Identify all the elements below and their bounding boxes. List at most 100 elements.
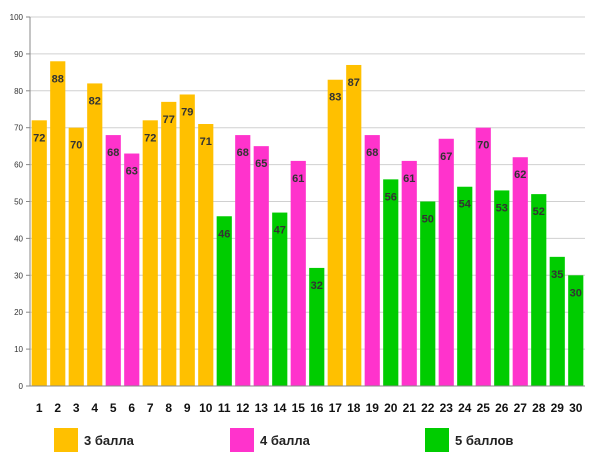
- data-label: 83: [329, 92, 341, 104]
- bar: [475, 127, 491, 386]
- x-tick-label: 15: [292, 401, 306, 415]
- bar: [327, 79, 343, 386]
- data-label: 56: [385, 191, 397, 203]
- data-label: 79: [181, 106, 193, 118]
- data-label: 30: [570, 287, 582, 299]
- x-tick-label: 2: [54, 401, 61, 415]
- legend-swatch: [425, 428, 449, 452]
- x-tick-label: 6: [128, 401, 135, 415]
- data-label: 61: [292, 173, 304, 185]
- x-tick-label: 23: [440, 401, 454, 415]
- bar: [253, 146, 269, 386]
- x-tick-label: 29: [551, 401, 565, 415]
- x-tick-label: 3: [73, 401, 80, 415]
- bar: [438, 138, 454, 386]
- bars: [31, 61, 584, 387]
- data-label: 68: [107, 147, 119, 159]
- bar: [364, 135, 380, 386]
- data-label: 72: [33, 132, 45, 144]
- bar: [161, 101, 177, 387]
- bar: [68, 127, 84, 386]
- bar: [198, 124, 214, 386]
- x-tick-label: 18: [347, 401, 361, 415]
- data-label: 82: [89, 95, 101, 107]
- y-tick-label: 70: [14, 124, 23, 133]
- x-tick-label: 5: [110, 401, 117, 415]
- data-label: 70: [70, 140, 82, 152]
- data-label: 46: [218, 228, 230, 240]
- x-tick-label: 25: [477, 401, 491, 415]
- data-label: 68: [366, 147, 378, 159]
- legend-label: 5 баллов: [455, 432, 514, 448]
- x-tick-label: 9: [184, 401, 191, 415]
- data-label: 68: [237, 147, 249, 159]
- bar: [512, 157, 528, 386]
- data-label: 70: [477, 140, 489, 152]
- bar: [105, 135, 121, 386]
- legend-swatch: [230, 428, 254, 452]
- y-tick-label: 90: [14, 50, 23, 59]
- data-label: 61: [403, 173, 415, 185]
- legend-item-3-balla: 3 балла: [54, 428, 134, 452]
- bar: [216, 216, 232, 386]
- x-tick-label: 19: [366, 401, 380, 415]
- x-tick-label: 8: [165, 401, 172, 415]
- x-tick-label: 16: [310, 401, 324, 415]
- x-tick-label: 14: [273, 401, 287, 415]
- x-tick-label: 7: [147, 401, 154, 415]
- legend: 3 балла 4 балла 5 баллов: [0, 428, 595, 456]
- y-tick-label: 50: [14, 198, 23, 207]
- bar: [568, 275, 584, 386]
- data-label: 63: [126, 166, 138, 178]
- x-tick-label: 11: [218, 401, 231, 415]
- y-tick-label: 20: [14, 308, 23, 317]
- data-label: 65: [255, 158, 267, 170]
- x-tick-label: 10: [199, 401, 213, 415]
- bar: [494, 190, 510, 386]
- x-tick-label: 13: [255, 401, 269, 415]
- y-tick-label: 30: [14, 271, 23, 280]
- bar: [124, 153, 140, 386]
- legend-item-5-ballov: 5 баллов: [425, 428, 513, 452]
- data-label: 72: [144, 132, 156, 144]
- bar: [272, 212, 288, 386]
- data-labels: 72 88 70 82 68 63 72 77 79 71 46 68 65 47 61 32 83 87 68 56…: [33, 73, 582, 299]
- x-tick-label: 1: [36, 401, 43, 415]
- x-axis-ticks: 1 2 3 4 5 6 7 8 9 10 11 12 13 14 15 16 17 18 19 20 21 22 23 24 2…: [36, 401, 583, 415]
- x-tick-label: 17: [329, 401, 343, 415]
- bar: [457, 186, 473, 386]
- bar: [309, 267, 325, 386]
- bar: [401, 160, 417, 386]
- x-tick-label: 12: [236, 401, 250, 415]
- x-tick-label: 26: [495, 401, 509, 415]
- legend-label: 3 балла: [84, 432, 134, 448]
- legend-item-4-balla: 4 балла: [230, 428, 310, 452]
- x-tick-label: 21: [403, 401, 417, 415]
- data-label: 87: [348, 77, 360, 89]
- x-tick-label: 20: [384, 401, 398, 415]
- x-tick-label: 28: [532, 401, 546, 415]
- data-label: 50: [422, 214, 434, 226]
- data-label: 71: [200, 136, 212, 148]
- bar: [179, 94, 195, 387]
- y-tick-label: 10: [14, 345, 23, 354]
- data-label: 32: [311, 280, 323, 292]
- data-label: 47: [274, 225, 286, 237]
- bar: [290, 160, 306, 386]
- bar: [420, 201, 436, 386]
- data-label: 52: [533, 206, 545, 218]
- x-tick-label: 24: [458, 401, 472, 415]
- data-label: 67: [440, 151, 452, 163]
- legend-swatch: [54, 428, 78, 452]
- bar: [50, 61, 66, 386]
- data-label: 54: [459, 199, 472, 211]
- bar: [383, 179, 399, 386]
- x-tick-label: 4: [91, 401, 98, 415]
- bar: [346, 64, 362, 386]
- y-tick-label: 80: [14, 87, 23, 96]
- y-tick-label: 0: [19, 382, 24, 391]
- y-axis-ticks: 0 10 20 30 40 50 60 70 80 90 100: [10, 13, 30, 391]
- data-label: 88: [52, 73, 64, 85]
- x-tick-label: 27: [514, 401, 528, 415]
